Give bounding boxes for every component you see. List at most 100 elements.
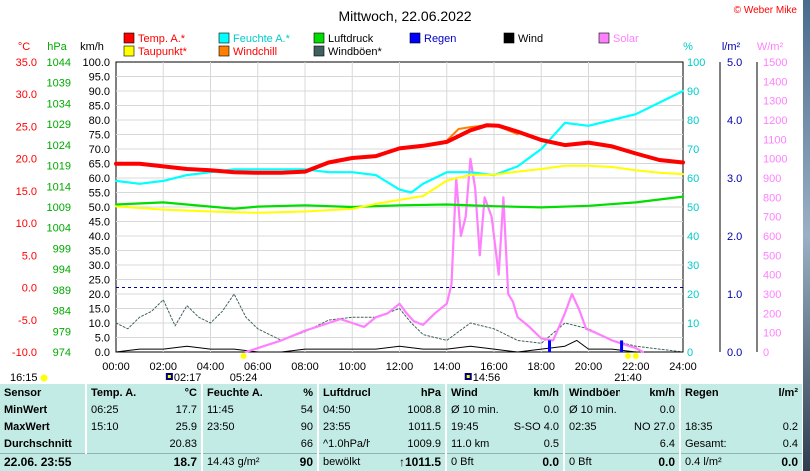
legend-swatch [313, 45, 325, 57]
time-label: 02:17 [174, 372, 202, 384]
stats-current: 90 [262, 452, 318, 471]
series-line-windböen [115, 293, 684, 353]
tick-label: 1029 [47, 119, 71, 131]
tick-label: 700 [763, 212, 781, 224]
legend-swatch [218, 45, 230, 57]
x-tick-label: 22:00 [622, 361, 650, 373]
tick-label: 25.0 [89, 275, 110, 287]
stats-header-row: Sensor Temp. A. °C Feuchte A. % Luftdruc… [0, 384, 802, 402]
stats-cell: 19:45 [445, 418, 506, 436]
tick-label: 4.0 [727, 115, 742, 127]
stats-cell: 02:35 [563, 418, 620, 436]
tick-label: 500 [763, 250, 781, 262]
tick-label: 20.0 [89, 289, 110, 301]
stats-current: 18.7 [142, 452, 202, 471]
stats-cell: 66 [300, 438, 313, 451]
tick-label: 999 [53, 243, 71, 255]
stats-cell [201, 435, 262, 454]
tick-label: 65.0 [89, 159, 110, 171]
axis-unit-wind: km/h [80, 41, 104, 53]
stats-cell: 0.2 [782, 420, 798, 433]
stats-cell: Durchschnitt [4, 438, 72, 451]
stats-cell: MinWert [4, 403, 48, 416]
tick-label: 25.0 [16, 121, 37, 133]
tick-label: 100.0 [82, 57, 110, 69]
legend-swatch [598, 32, 610, 44]
stats-current: 0 Bft [445, 452, 506, 471]
x-tick-label: 08:00 [291, 361, 319, 373]
x-tick-label: 10:00 [338, 361, 366, 373]
stats-cell: 90 [300, 420, 313, 433]
sun-marker-icon [632, 353, 639, 359]
legend-swatch [313, 32, 325, 44]
stats-header: °C [184, 386, 197, 399]
tick-label: 1.0 [727, 289, 742, 301]
stats-cell: 6.4 [659, 438, 675, 451]
series-line-temp-a [114, 123, 685, 175]
axis-unit-rain: l/m² [722, 41, 741, 53]
legend-swatch [123, 45, 135, 57]
tick-label: 75.0 [89, 130, 110, 142]
stats-current: 14.43 g/m² [201, 452, 262, 471]
tick-label: 5.0 [727, 57, 742, 69]
tick-label: 979 [53, 326, 71, 338]
stats-cell: 11.0 km [445, 435, 506, 454]
tick-label: 1200 [763, 115, 787, 127]
x-tick-label: 18:00 [527, 361, 555, 373]
stats-current: 0.0 [620, 452, 680, 471]
tick-label: 60 [687, 173, 699, 185]
legend-swatch [218, 32, 230, 44]
tick-label: 2.0 [727, 231, 742, 243]
tick-label: 90.0 [89, 86, 110, 98]
stats-cell [85, 435, 142, 454]
legend-label: Luftdruck [328, 33, 374, 45]
tick-label: 30.0 [89, 260, 110, 272]
copyright-label: © Weber Mike [734, 5, 798, 16]
axis-unit-solar: W/m² [757, 41, 784, 53]
stats-cell: 06:25 [85, 401, 142, 419]
chart-title: Mittwoch, 22.06.2022 [338, 8, 471, 24]
x-tick-label: 14:00 [433, 361, 461, 373]
tick-label: 95.0 [89, 72, 110, 84]
tick-label: -10.0 [12, 347, 37, 359]
tick-label: 20.0 [16, 154, 37, 166]
tick-label: 3.0 [727, 173, 742, 185]
stats-row-avg: Durchschnitt 20.83 66 ^1.0hPa/h 1009.9 1… [0, 435, 802, 454]
weather-chart: Mittwoch, 22.06.2022 © Weber Mike Temp. … [10, 5, 798, 384]
tick-label: 1044 [47, 57, 71, 69]
legend-label: Temp. A.* [138, 33, 186, 45]
tick-label: 1034 [47, 98, 71, 110]
tick-label: 70 [687, 144, 699, 156]
stats-cell: 1011.5 [408, 420, 441, 433]
legend-label: Taupunkt* [138, 46, 188, 58]
stats-table: Sensor Temp. A. °C Feuchte A. % Luftdruc… [0, 384, 802, 471]
tick-label: -5.0 [18, 315, 37, 327]
stats-cell: 25.9 [175, 420, 197, 433]
legend-label: Wind [518, 33, 543, 45]
tick-label: 1024 [47, 140, 71, 152]
axis-units: °C hPa km/h% l/m² W/m² [18, 41, 784, 53]
stats-header: Wind [445, 384, 506, 402]
tick-label: 5.0 [95, 333, 110, 345]
legend-swatch [123, 32, 135, 44]
tick-label: 1000 [763, 154, 787, 166]
time-label: 21:40 [614, 372, 642, 384]
tick-label: 1019 [47, 161, 71, 173]
sun-icon [40, 374, 48, 382]
series-line-luftdruck [114, 195, 685, 210]
axis-ticks: 35.0 30.0 25.0 20.0 15.0 10.0 5.0 0.0 -5.0 -10.0 1… [12, 57, 788, 373]
moon-icon-glint [466, 375, 470, 378]
tick-label: 800 [763, 192, 781, 204]
legend-swatch [503, 32, 515, 44]
tick-label: 974 [53, 347, 71, 359]
x-tick-label: 02:00 [149, 361, 177, 373]
sun-marker-icon [624, 353, 631, 359]
stats-cell: 20.83 [169, 438, 197, 451]
stats-row-max: MaxWert 15:10 25.9 23:50 90 23:55 1011.5… [0, 418, 802, 436]
stats-cell: 23:50 [201, 418, 262, 436]
tick-label: 600 [763, 231, 781, 243]
tick-label: 1300 [763, 96, 787, 108]
window-edge [803, 0, 810, 471]
tick-label: 20 [687, 289, 699, 301]
tick-label: 994 [53, 264, 71, 276]
